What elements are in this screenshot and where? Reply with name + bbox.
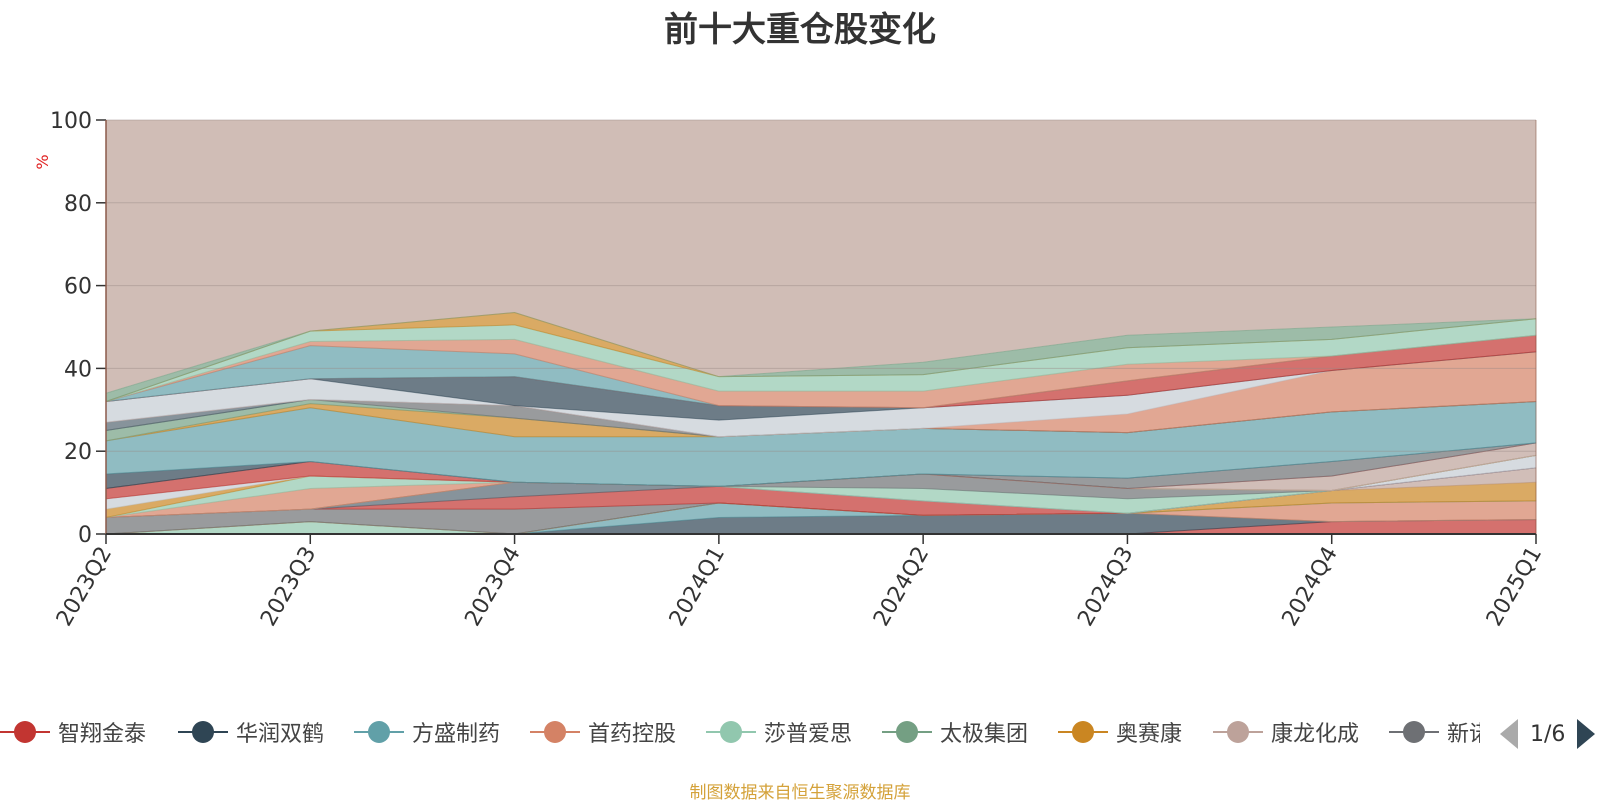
- stacked-areas: [105, 120, 1537, 535]
- legend-label: 首药控股: [588, 722, 677, 747]
- x-tick-label: 2023Q4: [460, 543, 525, 631]
- source-note: 制图数据来自恒生聚源数据库: [689, 783, 911, 803]
- legend-marker-icon: [882, 712, 932, 752]
- legend: 智翔金泰 华润双鹤 方盛制药 首药控股 莎普爱思 太极集团 奥赛康 康龙化成 新诺威: [0, 712, 1480, 752]
- next-page-icon[interactable]: [1577, 719, 1596, 749]
- legend-item[interactable]: 奥赛康: [1058, 712, 1182, 752]
- legend-label: 新诺威: [1447, 722, 1480, 747]
- legend-item[interactable]: 康龙化成: [1213, 712, 1359, 752]
- legend-marker-icon: [178, 712, 228, 752]
- legend-label: 奥赛康: [1116, 722, 1183, 747]
- legend-pager: 1/6: [1500, 716, 1596, 752]
- legend-marker-icon: [530, 712, 580, 752]
- x-tick-label: 2024Q4: [1278, 543, 1343, 631]
- legend-label: 智翔金泰: [58, 722, 147, 747]
- y-tick-label: 0: [78, 523, 92, 548]
- legend-label: 康龙化成: [1271, 722, 1360, 747]
- x-tick-label: 2024Q1: [665, 543, 730, 631]
- y-axis-unit: %: [33, 154, 52, 169]
- legend-marker-icon: [0, 712, 50, 752]
- area-series-35[interactable]: [105, 312, 1537, 403]
- legend-label: 太极集团: [940, 722, 1029, 747]
- legend-marker-icon: [354, 712, 404, 752]
- legend-marker-icon: [1058, 712, 1108, 752]
- x-tick-label: 2023Q3: [256, 543, 321, 631]
- prev-page-icon[interactable]: [1500, 719, 1518, 749]
- y-tick-label: 100: [50, 109, 92, 134]
- legend-marker-icon: [1213, 712, 1263, 752]
- y-tick-label: 40: [64, 357, 92, 382]
- legend-label: 华润双鹤: [236, 722, 325, 747]
- x-tick-label: 2024Q3: [1073, 543, 1138, 631]
- legend-item[interactable]: 莎普爱思: [706, 712, 852, 752]
- legend-label: 方盛制药: [412, 722, 501, 747]
- legend-item[interactable]: 智翔金泰: [0, 712, 146, 752]
- legend-item[interactable]: 首药控股: [530, 712, 676, 752]
- legend-item[interactable]: 方盛制药: [354, 712, 500, 752]
- chart-title: 前十大重仓股变化: [664, 10, 936, 50]
- y-tick-label: 60: [64, 275, 92, 300]
- legend-item[interactable]: 新诺威: [1389, 712, 1480, 752]
- y-tick-label: 20: [64, 440, 92, 465]
- grid-lines: [106, 119, 1536, 452]
- x-tick-label: 2023Q2: [52, 543, 117, 631]
- legend-marker-icon: [1389, 712, 1439, 752]
- legend-item[interactable]: 华润双鹤: [178, 712, 324, 752]
- y-tick-label: 80: [64, 192, 92, 217]
- x-tick-label: 2024Q2: [869, 543, 934, 631]
- x-tick-label: 2025Q1: [1482, 543, 1547, 631]
- legend-label: 莎普爱思: [764, 722, 853, 747]
- legend-page-indicator: 1/6: [1530, 721, 1566, 747]
- legend-item[interactable]: 太极集团: [882, 712, 1028, 752]
- legend-marker-icon: [706, 712, 756, 752]
- chart-plot: 0 20 40 60 80 100 2023Q2 2023Q3 2023Q4 2024Q1 2024…: [33, 109, 1547, 631]
